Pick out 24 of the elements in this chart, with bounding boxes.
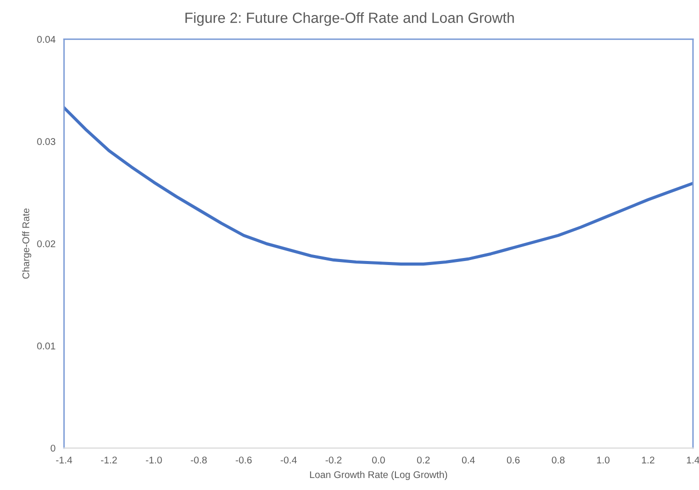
y-tick-label: 0.04 [37, 36, 56, 43]
x-tick-label: 1.0 [597, 456, 610, 464]
x-tick-label: 1.4 [686, 456, 699, 464]
x-tick-label: -0.6 [236, 456, 252, 464]
x-tick-label: 1.2 [642, 456, 654, 464]
x-tick-label: -0.8 [190, 456, 207, 464]
y-axis-title: Charge-Off Rate [22, 208, 32, 279]
x-tick-label: -0.2 [326, 456, 342, 464]
x-tick-label: 0.8 [552, 456, 565, 464]
x-tick-label: -0.4 [280, 456, 297, 464]
y-tick-label: 0.03 [37, 138, 56, 146]
x-tick-label: 0.6 [506, 456, 520, 464]
x-tick-label: 0.2 [417, 456, 430, 464]
x-tick-label: 0.0 [372, 456, 385, 464]
x-tick-label: -1.0 [146, 456, 162, 464]
y-tick-label: 0.01 [37, 342, 56, 350]
chart-title: Figure 2: Future Charge-Off Rate and Loan Growth [185, 12, 514, 26]
x-tick-label: -1.4 [56, 456, 72, 464]
x-axis-title: Loan Growth Rate (Log Growth) [310, 470, 448, 480]
y-tick-label: 0 [50, 444, 56, 452]
x-tick-label: 0.4 [462, 456, 475, 464]
x-tick-label: -1.2 [101, 456, 117, 464]
line-series [64, 106, 693, 266]
y-tick-label: 0.02 [37, 240, 56, 248]
